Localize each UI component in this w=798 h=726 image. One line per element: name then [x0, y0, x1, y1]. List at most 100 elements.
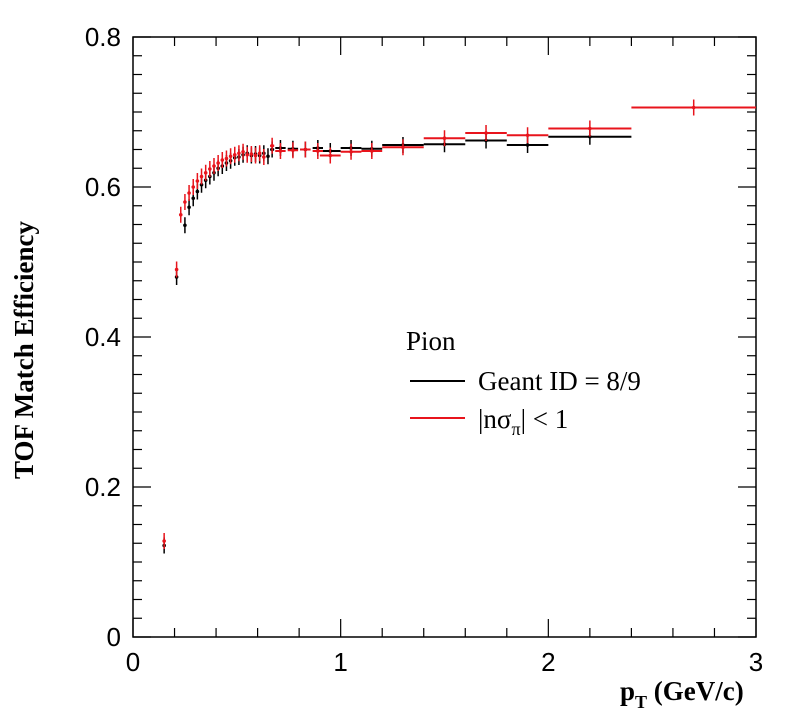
data-point — [195, 173, 200, 189]
marker — [174, 267, 179, 272]
marker — [195, 189, 200, 194]
data-point — [228, 148, 233, 165]
marker — [588, 126, 592, 131]
marker — [183, 200, 187, 204]
data-point — [275, 143, 286, 159]
marker — [303, 147, 308, 152]
data-point — [382, 139, 424, 156]
series-geant — [162, 128, 632, 554]
marker — [253, 153, 258, 158]
data-point — [319, 147, 341, 164]
data-point — [361, 143, 383, 159]
data-point — [199, 168, 204, 185]
data-point — [183, 194, 187, 210]
series-nsigma — [162, 99, 756, 549]
marker — [220, 158, 225, 162]
data-point — [232, 146, 237, 163]
marker — [442, 136, 447, 141]
data-point — [287, 142, 299, 159]
data-point — [300, 141, 311, 158]
data-point — [270, 137, 275, 154]
data-point — [212, 158, 216, 174]
data-point — [241, 143, 245, 160]
data-point — [203, 164, 208, 181]
marker — [691, 105, 696, 110]
marker — [195, 179, 200, 183]
marker — [191, 185, 196, 189]
marker — [199, 174, 204, 179]
marker — [270, 143, 274, 148]
data-point — [220, 152, 225, 168]
data-point — [312, 143, 324, 159]
x-tick-label: 1 — [333, 647, 347, 677]
marker — [178, 212, 183, 217]
data-point — [245, 146, 250, 163]
data-point — [249, 146, 254, 162]
marker — [212, 164, 216, 168]
marker — [257, 151, 262, 156]
axes: 0 1 2 3 0 0.2 0.4 0.6 0.8 — [85, 22, 763, 677]
y-axis-title: TOF Match Efficiency — [9, 221, 39, 479]
marker — [328, 153, 333, 158]
marker — [370, 149, 374, 153]
data-point — [257, 145, 262, 162]
data-point — [162, 533, 166, 549]
marker — [228, 154, 233, 159]
data-point — [224, 150, 229, 167]
marker — [183, 223, 187, 228]
legend: Pion Geant ID = 8/9 |nσπ| < 1 — [406, 326, 641, 439]
y-tick-label: 0 — [107, 622, 121, 652]
marker — [349, 149, 353, 154]
data-point — [216, 155, 220, 171]
marker — [237, 151, 241, 156]
marker — [525, 143, 530, 147]
legend-label-nsigma: |nσπ| < 1 — [478, 404, 568, 439]
data-point — [631, 99, 756, 116]
marker — [224, 156, 229, 161]
marker — [187, 205, 191, 210]
data-point — [187, 199, 191, 216]
data-point — [266, 148, 270, 165]
data-point — [423, 130, 466, 147]
x-tick-label: 2 — [541, 647, 555, 677]
data-point — [262, 149, 266, 165]
marker — [162, 539, 166, 543]
marker — [278, 149, 283, 153]
marker — [249, 152, 254, 156]
x-tick-label: 3 — [749, 647, 763, 677]
marker — [245, 152, 250, 157]
data-point — [548, 120, 632, 137]
x-tick-label: 0 — [126, 647, 140, 677]
marker — [187, 191, 191, 195]
data-point — [183, 217, 187, 234]
y-tick-label: 0.4 — [85, 322, 121, 352]
y-tick-label: 0.2 — [85, 472, 121, 502]
data-point — [187, 185, 191, 201]
marker — [266, 154, 270, 159]
x-axis-title: pT (GeV/c) — [620, 676, 744, 712]
data-point — [191, 179, 196, 195]
y-tick-label: 0.6 — [85, 172, 121, 202]
data-point — [208, 161, 212, 177]
marker — [588, 134, 592, 139]
legend-label-geant: Geant ID = 8/9 — [478, 366, 641, 396]
marker — [316, 149, 320, 153]
marker — [291, 148, 295, 153]
marker — [191, 196, 196, 201]
legend-title: Pion — [406, 326, 456, 356]
data-point — [340, 143, 362, 160]
data-layer — [162, 99, 756, 554]
data-point — [506, 127, 549, 144]
marker — [203, 170, 208, 175]
data-point — [253, 147, 258, 164]
data-point — [178, 206, 183, 223]
marker — [199, 182, 204, 187]
marker — [208, 167, 212, 171]
marker — [232, 152, 237, 157]
marker — [241, 149, 245, 154]
data-point — [465, 125, 507, 141]
marker — [262, 155, 266, 159]
data-point — [237, 145, 241, 162]
marker — [484, 131, 488, 135]
